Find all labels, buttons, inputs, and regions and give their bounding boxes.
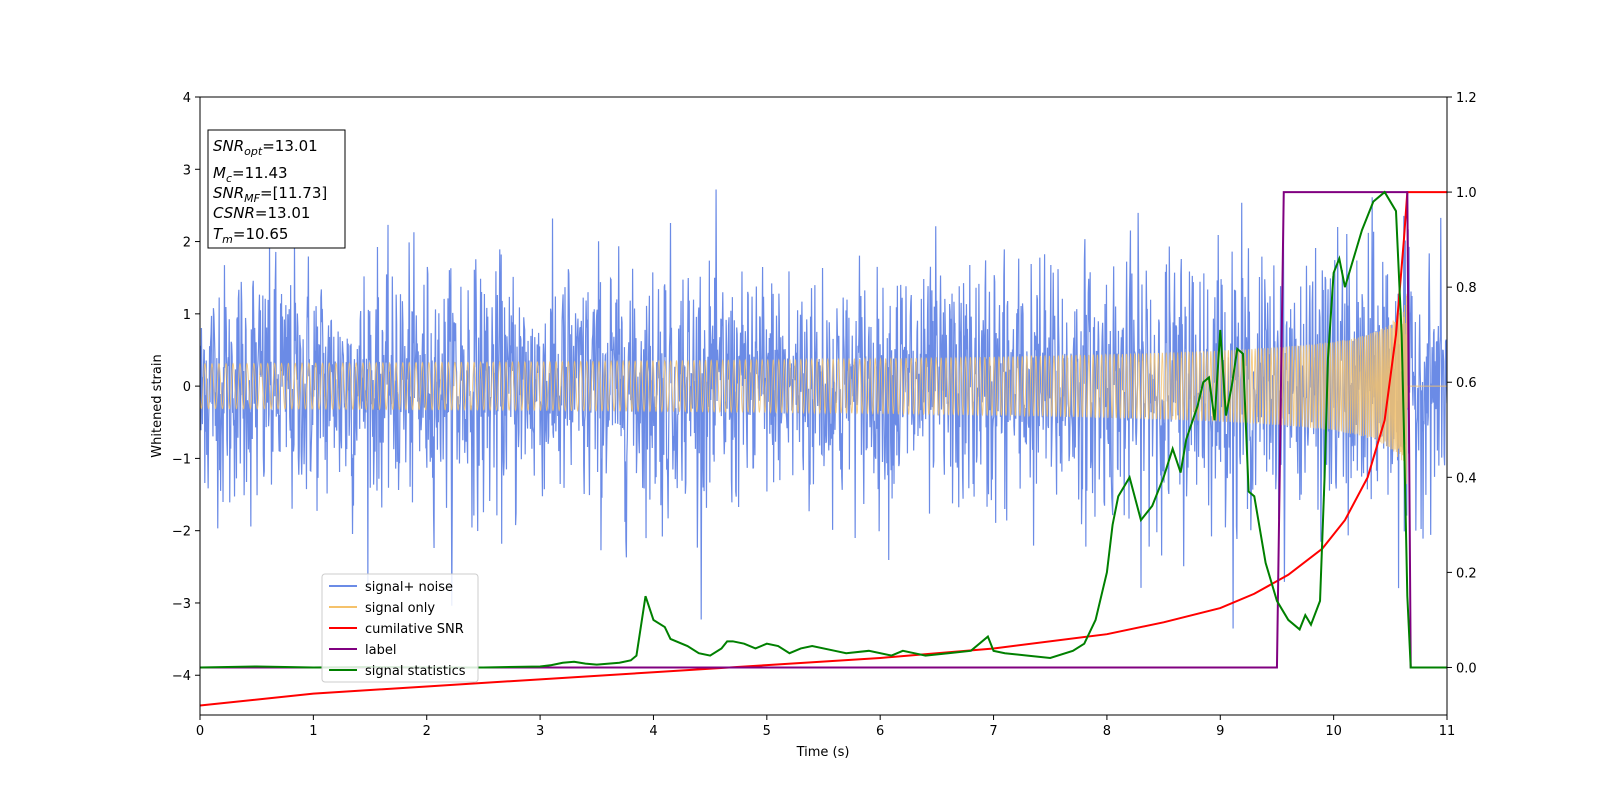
- x-tick-label: 2: [423, 724, 431, 739]
- y-axis-left: −4 −3 −2 −1 0 1 2 3 4: [172, 91, 200, 684]
- legend-label-signal-only: signal only: [365, 601, 435, 616]
- info-snr-mf: SNRMF=[11.73]: [213, 184, 327, 205]
- x-tick-label: 5: [763, 724, 771, 739]
- series-line-signal-statistics: [200, 190, 1447, 669]
- legend: signal+ noise signal only cumilative SNR…: [321, 573, 479, 683]
- y-tick-label: −3: [172, 597, 191, 612]
- x-tick-label: 0: [196, 724, 204, 739]
- y2-tick-label: 0.0: [1456, 661, 1477, 676]
- plot-area: [200, 189, 1447, 707]
- y-tick-label: 0: [183, 380, 191, 395]
- x-tick-label: 6: [876, 724, 884, 739]
- info-csnr: CSNR=13.01: [213, 204, 310, 222]
- y2-tick-label: 0.8: [1456, 281, 1477, 296]
- y-tick-label: 2: [183, 236, 191, 251]
- y-axis-label: Whitened strain: [150, 354, 165, 457]
- x-tick-label: 7: [989, 724, 997, 739]
- plot-frame: [199, 96, 1448, 716]
- y-tick-label: 1: [183, 308, 191, 323]
- legend-label-cumilative-snr: cumilative SNR: [365, 622, 464, 637]
- info-tm: Tm=10.65: [213, 225, 288, 246]
- x-tick-label: 4: [649, 724, 657, 739]
- x-axis: 0 1 2 3 4 5 6 7 8 9 10 11: [196, 715, 1455, 739]
- x-tick-label: 9: [1216, 724, 1224, 739]
- y2-tick-label: 0.6: [1456, 376, 1477, 391]
- series-line-cumilative-snr: [200, 191, 1447, 707]
- x-tick-label: 1: [309, 724, 317, 739]
- y-tick-label: −2: [172, 525, 191, 540]
- y-tick-label: 3: [183, 163, 191, 178]
- series-line-signal-only: [200, 293, 1447, 485]
- y-tick-label: −4: [172, 669, 191, 684]
- x-axis-label: Time (s): [796, 745, 850, 760]
- y-axis-right: 0.0 0.2 0.4 0.6 0.8 1.0 1.2: [1447, 91, 1477, 676]
- legend-frame: [321, 573, 479, 683]
- y2-tick-label: 1.2: [1456, 91, 1477, 106]
- legend-label-signal-statistics: signal statistics: [365, 664, 466, 679]
- info-box: SNRopt=13.01 Mc=11.43 SNRMF=[11.73] CSNR…: [207, 129, 346, 249]
- x-tick-label: 3: [536, 724, 544, 739]
- legend-label-signal-noise: signal+ noise: [365, 580, 453, 595]
- info-snr-opt: SNRopt=13.01: [213, 137, 318, 158]
- y-tick-label: −1: [172, 452, 191, 467]
- info-mc: Mc=11.43: [213, 164, 288, 185]
- y2-tick-label: 0.2: [1456, 566, 1477, 581]
- info-box-frame: [207, 129, 346, 249]
- x-tick-label: 10: [1325, 724, 1342, 739]
- y2-tick-label: 0.4: [1456, 471, 1477, 486]
- x-tick-label: 11: [1439, 724, 1456, 739]
- y-tick-label: 4: [183, 91, 191, 106]
- legend-label-label: label: [365, 643, 396, 658]
- y2-tick-label: 1.0: [1456, 186, 1477, 201]
- x-tick-label: 8: [1103, 724, 1111, 739]
